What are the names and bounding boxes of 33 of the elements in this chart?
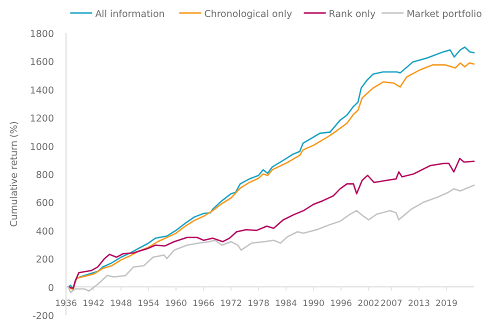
x-tick-label: 1990 [302,298,324,309]
x-tick-label: 2013 [408,298,430,309]
x-tick-label: 2002 [358,298,380,309]
line-series [68,184,475,294]
y-tick-label: 0 [48,282,54,294]
y-tick-label: 1000 [30,142,54,153]
y-tick-label: 400 [36,226,54,238]
legend-label: Chronological only [204,9,292,20]
x-tick-label: 1996 [330,298,352,309]
x-tick-label: 1948 [110,298,132,309]
line-series [68,158,475,289]
y-tick-label: 600 [36,198,54,210]
legend-label: Market portfolio [406,9,482,20]
x-tick-label: 2007 [380,298,402,309]
x-tick-label: 1966 [192,298,214,309]
legend-label: Rank only [328,9,376,20]
y-tick-label: 800 [36,170,54,181]
legend-label: All information [95,9,165,20]
y-tick-label: 200 [36,254,54,266]
y-axis-title: Cumulative return (%) [9,121,20,227]
x-tick-label: 1984 [275,298,297,309]
x-tick-label: 1960 [165,298,187,309]
y-tick-label: 1400 [30,85,54,96]
x-tick-label: 1954 [138,298,160,309]
x-tick-label: 1978 [248,298,270,309]
x-tick-label: 1972 [220,298,242,309]
y-tick-label: -200 [32,311,54,322]
x-tick-label: 1942 [82,298,104,309]
x-tick-label: 1936 [55,298,77,309]
y-tick-label: 1200 [30,114,54,125]
y-tick-label: 1800 [30,29,54,40]
y-tick-label: 1600 [30,57,54,68]
x-tick-label: 2019 [436,298,458,309]
